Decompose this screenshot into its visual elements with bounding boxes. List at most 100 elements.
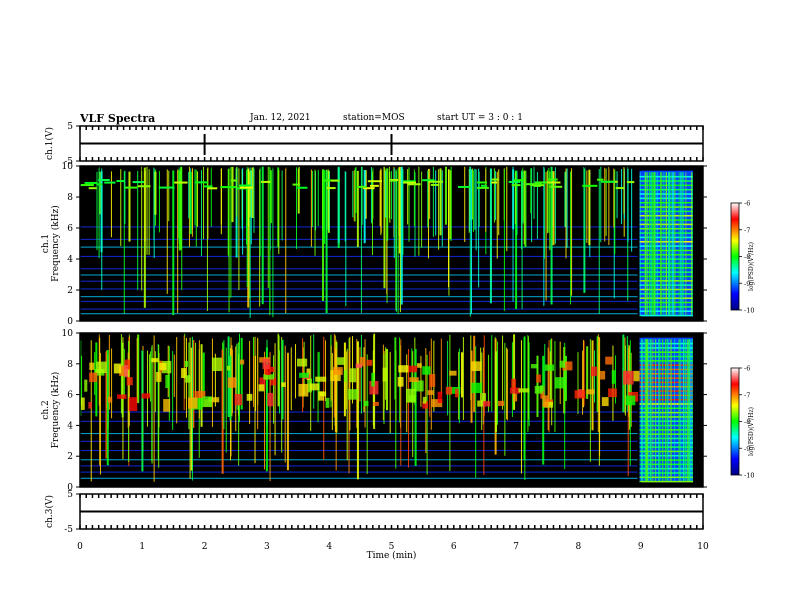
- sferic-spike: [158, 170, 160, 233]
- band-segment: [159, 362, 167, 371]
- ch2-spectrogram-image: [80, 333, 703, 487]
- sferic-spike: [523, 170, 525, 245]
- calibration-spike: [640, 339, 642, 481]
- sferic-spike: [494, 171, 496, 221]
- sferic-spike: [344, 171, 346, 242]
- sferic-spike: [106, 350, 109, 466]
- sferic-spike: [296, 167, 298, 249]
- sferic-spike: [248, 171, 250, 299]
- sferic-spike: [389, 351, 391, 434]
- band-segment: [513, 179, 525, 182]
- sferic-spike: [461, 352, 464, 398]
- sferic-spike: [246, 166, 248, 288]
- sferic-spike: [317, 170, 319, 226]
- x-tick-label: 1: [139, 542, 145, 552]
- sferic-spike: [583, 166, 586, 293]
- sferic-spike: [153, 167, 155, 240]
- sferic-spike: [426, 354, 428, 475]
- colorbar-tick-label: -9: [744, 445, 750, 453]
- band-segment: [96, 361, 107, 374]
- sferic-spike: [496, 171, 498, 259]
- sferic-spike: [211, 338, 213, 428]
- sferic-spike: [146, 166, 148, 255]
- x-tick-label: 7: [513, 542, 519, 552]
- band-segment: [371, 372, 375, 387]
- sferic-spike: [141, 166, 143, 291]
- band-segment: [547, 181, 561, 184]
- sferic-spike: [391, 167, 393, 220]
- calibration-spike: [648, 172, 650, 315]
- band-segment: [137, 185, 151, 188]
- calibration-spike: [663, 172, 665, 315]
- band-segment: [292, 183, 301, 186]
- sferic-spike: [120, 169, 122, 247]
- sferic-spike: [597, 334, 599, 432]
- calibration-spike: [642, 339, 644, 481]
- sferic-spike: [414, 172, 416, 257]
- band-segment: [207, 187, 218, 190]
- sferic-spike: [223, 340, 225, 430]
- band-segment: [230, 179, 238, 182]
- band-segment: [128, 397, 138, 411]
- band-segment: [80, 184, 94, 187]
- band-segment: [525, 183, 542, 186]
- sferic-spike: [279, 350, 281, 414]
- band-segment: [413, 380, 424, 392]
- sferic-spike: [450, 166, 452, 242]
- sferic-spike: [363, 169, 366, 244]
- band-segment: [132, 181, 145, 184]
- band-segment: [262, 358, 270, 370]
- band-segment: [202, 396, 213, 408]
- band-segment: [363, 400, 369, 407]
- sferic-spike: [198, 340, 200, 419]
- sferic-spike: [502, 335, 504, 410]
- band-segment: [89, 372, 98, 383]
- sferic-spike: [240, 337, 243, 410]
- sferic-spike: [323, 170, 326, 244]
- band-segment: [141, 393, 151, 399]
- sferic-spike: [360, 334, 362, 414]
- sferic-spike: [628, 345, 630, 430]
- sferic-spike: [214, 353, 216, 407]
- x-tick-label: 8: [576, 542, 582, 552]
- sferic-spike: [249, 341, 251, 425]
- header-date: Jan. 12, 2021: [250, 113, 311, 123]
- calibration-spike: [680, 172, 682, 315]
- band-segment: [325, 397, 330, 408]
- band-segment: [398, 365, 409, 373]
- sferic-spike: [191, 168, 193, 237]
- sferic-spike: [588, 169, 591, 246]
- sferic-spike: [543, 168, 545, 259]
- sferic-spike: [408, 167, 410, 242]
- sferic-spike: [230, 167, 232, 298]
- sferic-spike: [480, 347, 482, 401]
- interference-line: [80, 274, 638, 276]
- sferic-spike: [96, 171, 98, 251]
- sferic-spike: [512, 166, 514, 302]
- sferic-spike: [447, 340, 449, 416]
- sferic-spike: [349, 336, 351, 431]
- sferic-spike: [589, 339, 591, 462]
- sferic-spike: [242, 167, 244, 255]
- band-segment: [615, 187, 625, 190]
- sferic-spike: [267, 166, 269, 289]
- y-tick-label: 8: [67, 193, 73, 203]
- sferic-spike: [399, 170, 401, 313]
- calibration-spike: [685, 172, 687, 315]
- ch3-waveform-ylabel: ch.3(V): [44, 495, 55, 528]
- sferic-spike: [514, 171, 516, 225]
- sferic-spike: [432, 166, 434, 237]
- sferic-spike: [261, 166, 264, 305]
- calibration-spike: [664, 339, 666, 481]
- sferic-spike: [286, 352, 289, 471]
- x-tick-label: 4: [326, 542, 332, 552]
- sferic-spike: [489, 168, 492, 304]
- sferic-spike: [614, 169, 616, 255]
- band-segment: [333, 367, 343, 375]
- calibration-spike: [682, 172, 684, 315]
- sferic-spike: [521, 170, 523, 249]
- band-segment: [536, 374, 541, 383]
- sferic-spike: [468, 169, 470, 233]
- band-segment: [427, 390, 434, 395]
- band-segment: [163, 399, 171, 412]
